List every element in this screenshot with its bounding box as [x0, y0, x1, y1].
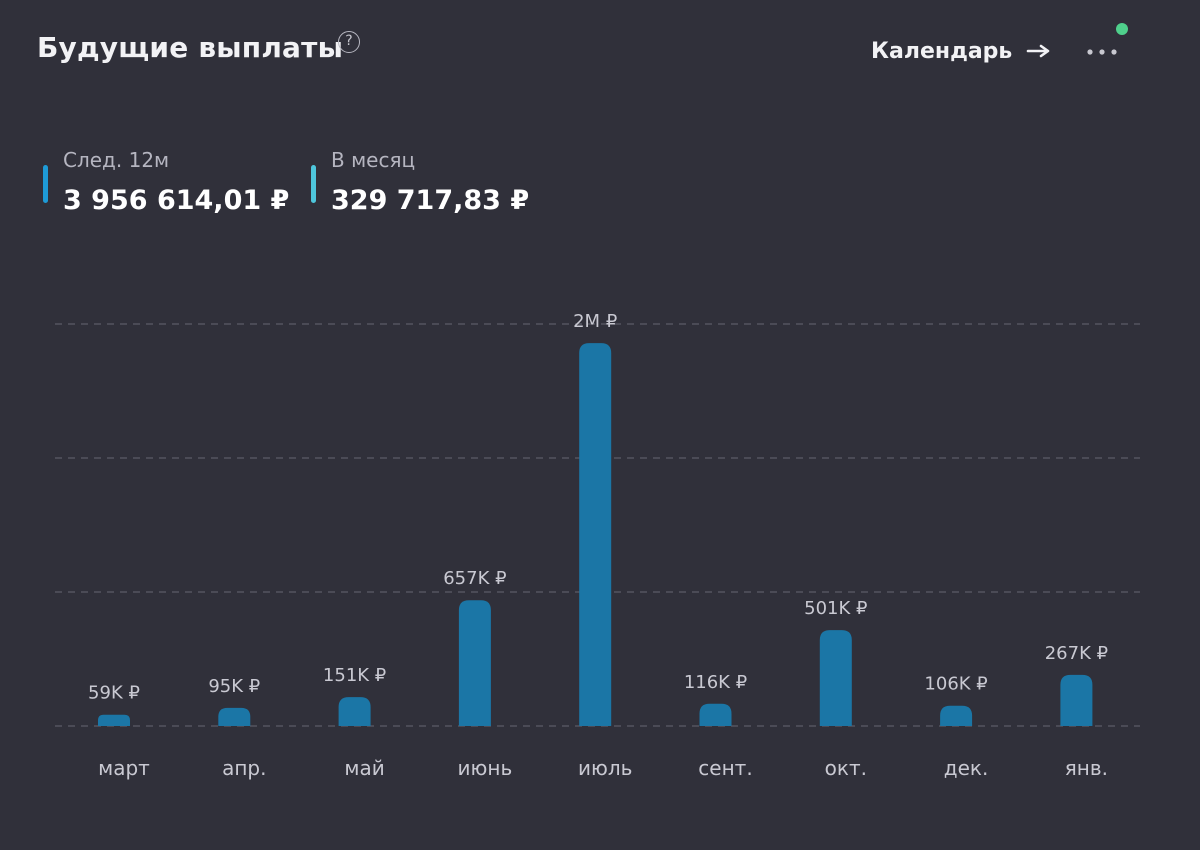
bar-value-label: 267K ₽ [1045, 643, 1108, 664]
more-options-button[interactable] [1082, 34, 1122, 70]
bar-0[interactable] [98, 714, 130, 726]
summary-color-bar [43, 165, 48, 203]
help-icon[interactable]: ? [338, 31, 360, 53]
bar-value-label: 501K ₽ [804, 598, 867, 619]
category-label: дек. [944, 756, 989, 780]
bar-value-label: 2M ₽ [573, 311, 617, 332]
summary-label: След. 12м [63, 148, 170, 172]
notification-dot [1116, 23, 1128, 35]
bar-3[interactable] [458, 600, 491, 726]
bar-7[interactable] [940, 705, 973, 726]
more-dots-icon [1087, 49, 1117, 55]
category-label: окт. [825, 756, 867, 780]
bar-value-label: 106K ₽ [924, 674, 987, 695]
bar-value-label: 657K ₽ [443, 568, 506, 589]
category-label: янв. [1065, 756, 1108, 780]
category-label: май [344, 756, 384, 780]
category-label: июнь [458, 756, 513, 780]
summary-color-bar [311, 165, 316, 203]
bar-4[interactable] [579, 343, 612, 726]
category-label: июль [578, 756, 632, 780]
summary-value: 329 717,83 ₽ [331, 185, 530, 216]
widget-title: Будущие выплаты [37, 31, 344, 64]
bar-value-label: 116K ₽ [684, 672, 747, 693]
category-label: сент. [698, 756, 752, 780]
summary-value: 3 956 614,01 ₽ [63, 185, 290, 216]
bar-2[interactable] [338, 697, 371, 726]
bar-value-label: 95K ₽ [208, 676, 260, 697]
bar-8[interactable] [1060, 674, 1093, 726]
calendar-link-label: Календарь [871, 38, 1013, 64]
bar-5[interactable] [699, 703, 732, 726]
bar-value-label: 59K ₽ [88, 683, 140, 704]
category-label: апр. [222, 756, 266, 780]
calendar-link[interactable]: Календарь [871, 35, 1052, 67]
category-label: март [98, 756, 150, 780]
arrow-right-icon [1027, 44, 1050, 58]
bar-1[interactable] [218, 707, 251, 726]
bar-value-label: 151K ₽ [323, 665, 386, 686]
bar-6[interactable] [819, 630, 852, 726]
summary-label: В месяц [331, 148, 416, 172]
